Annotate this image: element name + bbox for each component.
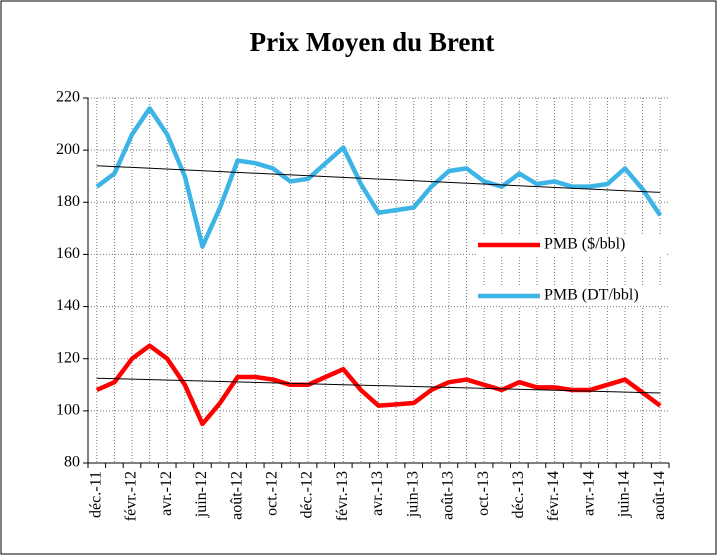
y-tick-label: 220 (56, 89, 80, 106)
y-tick-label: 80 (64, 454, 80, 471)
x-tick-label: août-14 (651, 471, 668, 520)
x-tick-label: juin-12 (193, 471, 210, 518)
legend-bg (476, 235, 666, 255)
x-tick-label: févr.-12 (123, 471, 140, 521)
x-tick-label: avr.-12 (158, 471, 175, 516)
series-line (95, 343, 662, 427)
x-tick-label: déc.-13 (510, 471, 527, 519)
legend-label: PMB (DT/bbl) (544, 287, 639, 304)
x-tick-label: févr.-13 (334, 471, 351, 521)
trend-line (96, 377, 661, 394)
x-tick-label: déc.-12 (299, 471, 316, 519)
chart-title: Prix Moyen du Brent (250, 27, 495, 57)
x-tick-label: août-12 (228, 471, 245, 520)
legend-label: PMB ($/bbl) (544, 236, 625, 253)
x-tick-label: oct.-12 (264, 471, 281, 516)
series-line (95, 106, 663, 249)
x-tick-label: févr.-14 (545, 471, 562, 521)
legend-bg (476, 286, 666, 306)
x-tick-label: déc.-11 (87, 471, 104, 518)
y-tick-label: 200 (56, 141, 80, 158)
x-tick-label: juin-14 (616, 471, 633, 518)
trend-line (96, 165, 661, 193)
y-tick-label: 180 (56, 193, 80, 210)
x-tick-label: avr.-13 (369, 471, 386, 516)
x-tick-label: oct.-13 (475, 471, 492, 516)
x-tick-label: août-13 (440, 471, 457, 520)
y-tick-label: 100 (56, 402, 80, 419)
x-tick-label: avr.-14 (580, 471, 597, 516)
y-tick-label: 160 (56, 245, 80, 262)
x-tick-label: juin-13 (404, 471, 421, 518)
y-tick-label: 140 (56, 297, 80, 314)
y-tick-label: 120 (56, 349, 80, 366)
